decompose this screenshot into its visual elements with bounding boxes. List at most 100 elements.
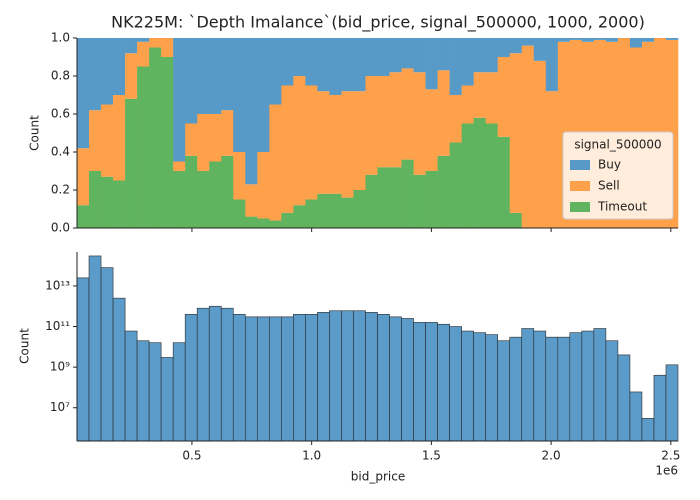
histogram-bar — [365, 312, 378, 442]
stacked-bar — [401, 68, 414, 160]
histogram-bar — [208, 305, 222, 442]
histogram-bar — [461, 330, 474, 442]
stacked-bar — [329, 38, 342, 95]
y-tick-label: 10¹¹ — [45, 319, 70, 333]
histogram-bar — [160, 357, 174, 442]
stacked-bar — [221, 110, 234, 156]
stacked-bar — [389, 38, 402, 73]
stacked-bar — [137, 41, 150, 67]
stacked-bar — [113, 38, 126, 95]
stacked-bar — [485, 72, 498, 124]
stacked-bar — [341, 38, 354, 92]
stacked-bar — [545, 38, 559, 92]
stacked-bar — [413, 38, 426, 73]
stacked-bar — [365, 38, 378, 76]
x-tick-label: 1.0 — [302, 449, 321, 463]
stacked-bar — [281, 38, 294, 86]
stacked-bar — [89, 38, 102, 111]
histogram-bar — [653, 374, 667, 442]
histogram-bar — [437, 323, 450, 442]
stacked-bar — [245, 184, 258, 217]
stacked-bar — [341, 91, 354, 198]
y-tick-label: 0.2 — [51, 183, 70, 197]
plot-area — [77, 38, 679, 229]
histogram-bar — [136, 340, 150, 442]
stacked-bar — [605, 38, 619, 42]
stacked-bar — [461, 123, 474, 228]
stacked-bar — [257, 152, 270, 219]
legend-label: Timeout — [597, 200, 647, 214]
stacked-bar — [281, 85, 294, 213]
stacked-bar — [245, 216, 258, 228]
stacked-bar — [269, 104, 282, 221]
stacked-bar — [365, 174, 378, 228]
stacked-bar — [89, 171, 102, 228]
y-tick-label: 0.4 — [51, 145, 70, 159]
stacked-bar — [281, 212, 294, 228]
stacked-bar — [305, 85, 318, 200]
stacked-bar — [521, 38, 535, 46]
histogram-bar — [413, 322, 426, 442]
stacked-bar — [77, 205, 90, 228]
x-tick-label: 2.0 — [542, 449, 561, 463]
stacked-bar — [473, 72, 486, 118]
stacked-bar — [317, 91, 330, 194]
histogram-bar — [473, 332, 486, 442]
stacked-bar — [101, 38, 114, 105]
histogram-bar — [389, 316, 402, 442]
x-axis-label: bid_price — [351, 470, 405, 484]
histogram-bar — [401, 318, 414, 442]
legend-title: signal_500000 — [574, 138, 661, 152]
legend-swatch — [570, 160, 590, 170]
histogram-bar — [497, 340, 511, 442]
histogram-bar — [617, 354, 631, 442]
stacked-bar — [317, 38, 330, 92]
histogram-bar — [269, 316, 282, 442]
histogram-bar — [569, 332, 583, 442]
stacked-bar — [509, 53, 523, 213]
plot-area — [76, 255, 679, 442]
stacked-bar — [161, 38, 174, 57]
stacked-bar — [641, 38, 655, 42]
stacked-bar — [461, 38, 474, 86]
histogram-bar — [485, 334, 498, 442]
stacked-bar — [173, 171, 186, 228]
stacked-bar — [437, 70, 450, 156]
stacked-bar — [233, 199, 246, 228]
stacked-bar — [533, 60, 547, 228]
stacked-bar — [557, 38, 571, 42]
stacked-bar — [473, 38, 486, 73]
histogram-bar — [196, 307, 210, 442]
stacked-bar — [221, 38, 234, 111]
stacked-bar — [305, 38, 318, 86]
stacked-bar — [125, 53, 138, 99]
legend: signal_500000 Buy Sell Timeout — [562, 131, 674, 220]
histogram-bar — [244, 316, 258, 442]
stacked-bar — [425, 38, 438, 90]
stacked-bar — [569, 38, 583, 40]
legend-label: Sell — [598, 179, 620, 193]
stacked-bar — [665, 38, 679, 40]
stacked-bar — [293, 38, 306, 76]
y-tick-label: 10¹³ — [45, 278, 70, 292]
stacked-bar — [497, 38, 511, 57]
stacked-bar — [413, 174, 426, 228]
stacked-bar — [293, 205, 306, 228]
stacked-bar — [389, 72, 402, 168]
stacked-bar — [113, 180, 126, 228]
histogram-bar — [184, 314, 198, 442]
y-axis-label: Count — [28, 115, 42, 151]
stacked-bar — [353, 91, 366, 190]
x-tick-label: 0.5 — [182, 449, 201, 463]
stacked-bar — [425, 89, 438, 171]
stacked-bar — [257, 38, 270, 152]
stacked-bar — [437, 155, 450, 228]
legend-box — [562, 131, 674, 220]
stacked-bar — [485, 38, 498, 73]
y-axis-label: Count — [18, 328, 32, 364]
stacked-bar — [377, 167, 390, 228]
x-tick-label: 1.5 — [422, 449, 441, 463]
stacked-bar — [329, 95, 342, 194]
histogram-bar — [220, 307, 234, 442]
